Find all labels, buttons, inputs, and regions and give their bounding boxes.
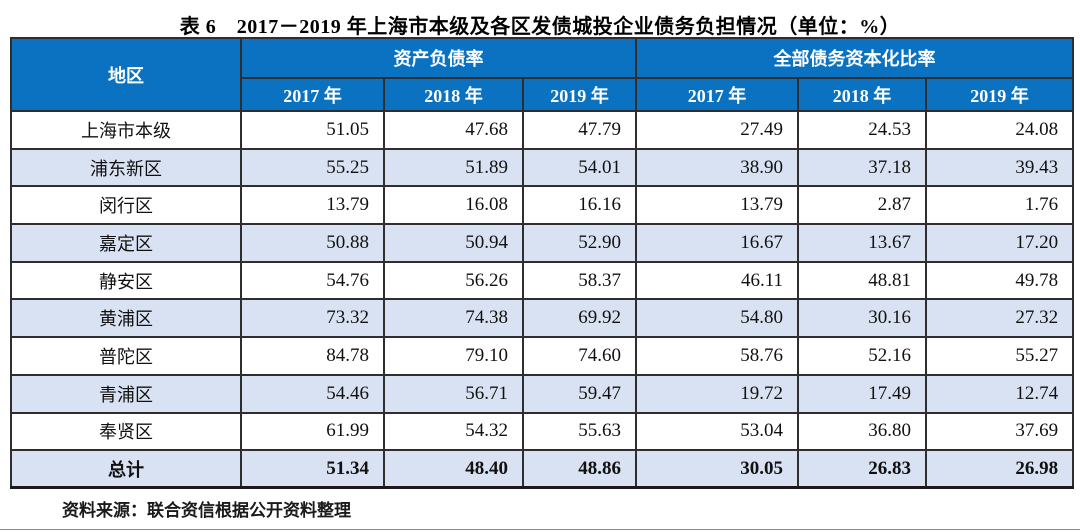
value-cell: 58.37 <box>521 260 638 301</box>
region-cell: 总计 <box>10 449 242 489</box>
value-cell: 53.04 <box>635 411 800 452</box>
value-cell: 39.43 <box>925 147 1075 188</box>
value-cell: 51.05 <box>240 110 385 150</box>
table-row: 嘉定区 50.88 50.94 52.90 16.67 13.67 17.20 <box>10 223 1075 263</box>
value-cell: 26.98 <box>925 449 1075 489</box>
value-cell: 54.80 <box>635 298 800 339</box>
year-header-2017-b: 2017 年 <box>635 77 800 112</box>
value-cell: 55.27 <box>925 336 1075 376</box>
table-row: 浦东新区 55.25 51.89 54.01 38.90 37.18 39.43 <box>10 147 1075 188</box>
table-row: 奉贤区 61.99 54.32 55.63 53.04 36.80 37.69 <box>10 411 1075 452</box>
year-header-2019-b: 2019 年 <box>925 77 1075 112</box>
value-cell: 58.76 <box>635 336 800 376</box>
table-row: 青浦区 54.46 56.71 59.47 19.72 17.49 12.74 <box>10 373 1075 414</box>
value-cell: 30.05 <box>635 449 800 489</box>
value-cell: 54.46 <box>240 373 385 414</box>
value-cell: 74.60 <box>521 336 638 376</box>
value-cell: 54.32 <box>383 411 524 452</box>
value-cell: 74.38 <box>383 298 524 339</box>
value-cell: 79.10 <box>383 336 524 376</box>
value-cell: 30.16 <box>797 298 928 339</box>
value-cell: 48.86 <box>521 449 638 489</box>
group-header-asset-liability-ratio: 资产负债率 <box>239 37 638 79</box>
year-header-2019-a: 2019 年 <box>521 77 638 112</box>
value-cell: 27.32 <box>925 298 1075 339</box>
value-cell: 52.90 <box>521 223 638 263</box>
value-cell: 49.78 <box>925 260 1075 301</box>
region-cell: 奉贤区 <box>10 411 242 452</box>
source-note: 资料来源：联合资信根据公开资料整理 <box>62 501 351 521</box>
year-header-2018-a: 2018 年 <box>383 77 524 112</box>
value-cell: 47.79 <box>521 110 638 150</box>
value-cell: 17.49 <box>797 373 928 414</box>
value-cell: 48.40 <box>383 449 524 489</box>
value-cell: 46.11 <box>635 260 800 301</box>
region-cell: 普陀区 <box>10 336 242 376</box>
value-cell: 73.32 <box>240 298 385 339</box>
region-cell: 上海市本级 <box>10 110 242 150</box>
year-header-2017-a: 2017 年 <box>240 77 385 112</box>
value-cell: 13.79 <box>635 185 800 226</box>
value-cell: 54.01 <box>521 147 638 188</box>
value-cell: 37.18 <box>797 147 928 188</box>
value-cell: 51.89 <box>383 147 524 188</box>
group-header-row: 地区 资产负债率 全部债务资本化比率 <box>10 37 1075 112</box>
table-row: 静安区 54.76 56.26 58.37 46.11 48.81 49.78 <box>10 260 1075 301</box>
value-cell: 13.67 <box>797 223 928 263</box>
value-cell: 54.76 <box>240 260 385 301</box>
value-cell: 26.83 <box>797 449 928 489</box>
year-header-row: 2017 年 2018 年 2019 年 2017 年 2018 年 2019 … <box>11 77 1075 112</box>
value-cell: 17.20 <box>925 223 1075 263</box>
value-cell: 52.16 <box>797 336 928 376</box>
region-cell: 青浦区 <box>10 373 242 414</box>
region-cell: 浦东新区 <box>10 147 242 188</box>
value-cell: 16.16 <box>521 185 638 226</box>
group-header-debt-capitalization-ratio: 全部债务资本化比率 <box>635 37 1075 79</box>
value-cell: 2.87 <box>797 185 928 226</box>
value-cell: 24.53 <box>797 110 928 150</box>
value-cell: 16.67 <box>635 223 800 263</box>
value-cell: 38.90 <box>635 147 800 188</box>
value-cell: 59.47 <box>521 373 638 414</box>
region-cell: 闵行区 <box>10 185 242 226</box>
table-row: 普陀区 84.78 79.10 74.60 58.76 52.16 55.27 <box>10 336 1075 376</box>
table-header: 地区 资产负债率 全部债务资本化比率 2017 年 2018 年 2019 年 … <box>10 37 1075 112</box>
region-cell: 静安区 <box>10 260 242 301</box>
value-cell: 55.25 <box>240 147 385 188</box>
value-cell: 56.71 <box>383 373 524 414</box>
value-cell: 51.34 <box>240 449 385 489</box>
bottom-rule <box>0 529 1080 530</box>
table-row: 闵行区 13.79 16.08 16.16 13.79 2.87 1.76 <box>10 185 1075 226</box>
table-row: 黄浦区 73.32 74.38 69.92 54.80 30.16 27.32 <box>10 298 1075 339</box>
table-row: 上海市本级 51.05 47.68 47.79 27.49 24.53 24.0… <box>10 110 1075 150</box>
value-cell: 19.72 <box>635 373 800 414</box>
value-cell: 50.88 <box>240 223 385 263</box>
value-cell: 56.26 <box>383 260 524 301</box>
value-cell: 47.68 <box>383 110 524 150</box>
region-cell: 嘉定区 <box>10 223 242 263</box>
value-cell: 48.81 <box>797 260 928 301</box>
value-cell: 69.92 <box>521 298 638 339</box>
value-cell: 1.76 <box>925 185 1075 226</box>
region-column-header: 地区 <box>10 37 242 112</box>
value-cell: 84.78 <box>240 336 385 376</box>
value-cell: 61.99 <box>240 411 385 452</box>
value-cell: 12.74 <box>925 373 1075 414</box>
year-header-2018-b: 2018 年 <box>797 77 928 112</box>
region-cell: 黄浦区 <box>10 298 242 339</box>
table-body: 上海市本级 51.05 47.68 47.79 27.49 24.53 24.0… <box>10 110 1075 489</box>
table-title: 表 6 2017－2019 年上海市本级及各区发债城投企业债务负担情况（单位：%… <box>179 16 901 38</box>
value-cell: 16.08 <box>383 185 524 226</box>
value-cell: 24.08 <box>925 110 1075 150</box>
value-cell: 36.80 <box>797 411 928 452</box>
value-cell: 27.49 <box>635 110 800 150</box>
value-cell: 50.94 <box>383 223 524 263</box>
value-cell: 55.63 <box>521 411 638 452</box>
value-cell: 13.79 <box>240 185 385 226</box>
table-row-total: 总计 51.34 48.40 48.86 30.05 26.83 26.98 <box>10 449 1075 489</box>
debt-burden-table: 地区 资产负债率 全部债务资本化比率 2017 年 2018 年 2019 年 … <box>10 37 1075 490</box>
value-cell: 37.69 <box>925 411 1075 452</box>
